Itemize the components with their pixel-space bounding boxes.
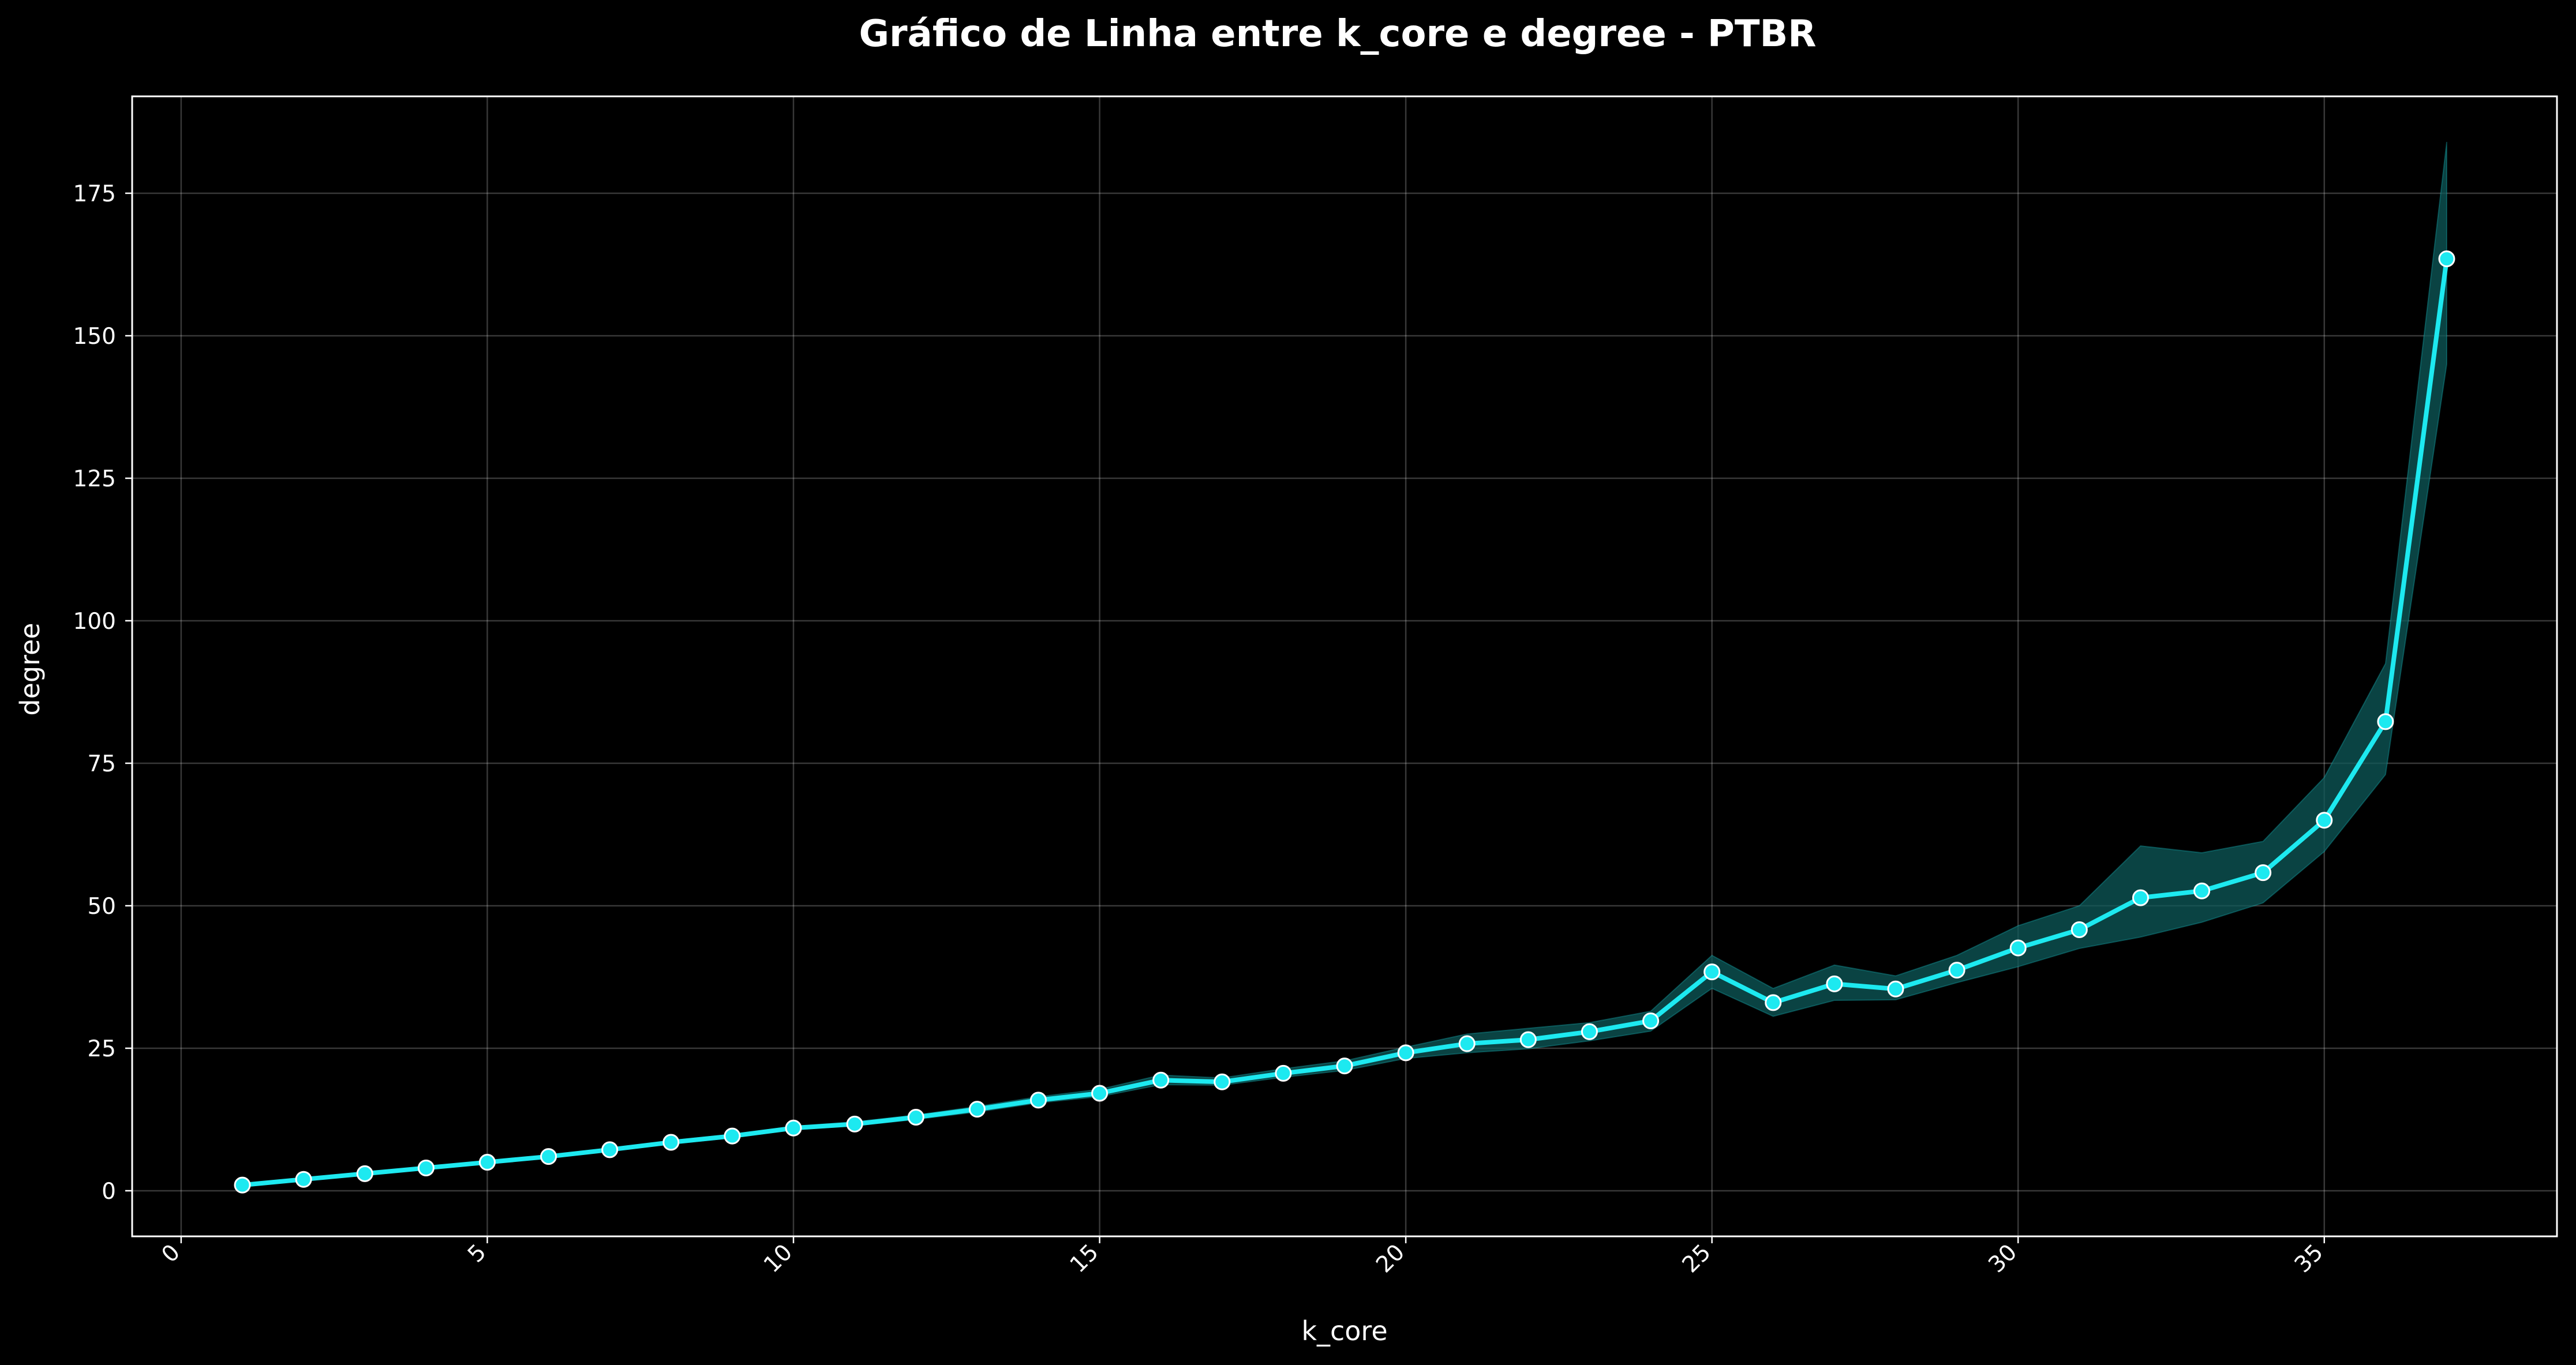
y-tick-label: 175 <box>73 181 116 207</box>
y-tick-label: 125 <box>73 466 116 492</box>
data-point <box>1397 1044 1414 1062</box>
data-point <box>234 1176 251 1194</box>
data-point <box>1029 1092 1047 1109</box>
data-point <box>1581 1023 1598 1040</box>
data-point <box>907 1109 924 1126</box>
data-point <box>2316 812 2333 829</box>
y-tick-label: 100 <box>73 609 116 635</box>
data-point <box>601 1141 619 1158</box>
data-point <box>540 1148 557 1165</box>
data-point <box>1948 962 1965 979</box>
data-point <box>417 1159 435 1176</box>
data-point <box>1826 975 1843 992</box>
data-point <box>2377 713 2394 730</box>
data-point <box>1765 994 1782 1011</box>
plot-frame <box>131 95 2558 1238</box>
data-point <box>1275 1064 1292 1082</box>
y-tick-label: 150 <box>73 324 116 350</box>
data-point <box>2193 882 2211 899</box>
grid-lines <box>132 96 2557 1236</box>
data-point <box>295 1171 312 1188</box>
data-point <box>1887 980 1904 997</box>
data-point <box>846 1115 863 1132</box>
data-point <box>1519 1031 1537 1048</box>
data-point <box>1458 1035 1476 1052</box>
data-point <box>724 1127 741 1145</box>
data-point <box>662 1134 680 1151</box>
data-point <box>356 1165 373 1182</box>
data-point <box>2255 864 2272 882</box>
data-point <box>968 1101 986 1118</box>
y-axis-ticks: 0 25 50 75 100 125 150 175 <box>73 181 132 1205</box>
y-tick-label: 25 <box>87 1036 116 1062</box>
data-point <box>1642 1012 1660 1030</box>
data-point <box>2132 889 2149 906</box>
data-point <box>1214 1073 1231 1090</box>
data-point <box>2070 921 2088 938</box>
data-point <box>785 1119 802 1137</box>
chart-title: Gráfico de Linha entre k_core e degree -… <box>859 13 1816 55</box>
data-point <box>1091 1085 1109 1102</box>
data-point <box>2009 939 2027 957</box>
data-point <box>2438 250 2455 268</box>
y-tick-label: 75 <box>87 751 116 777</box>
data-point <box>478 1154 496 1171</box>
y-tick-label: 0 <box>102 1179 116 1205</box>
data-point <box>1336 1058 1353 1075</box>
data-point <box>1703 963 1721 981</box>
data-markers <box>234 250 2455 1194</box>
data-point <box>1152 1071 1170 1089</box>
x-axis-label: k_core <box>1301 1315 1387 1347</box>
y-axis-label: degree <box>14 622 46 715</box>
y-tick-label: 50 <box>87 894 116 920</box>
